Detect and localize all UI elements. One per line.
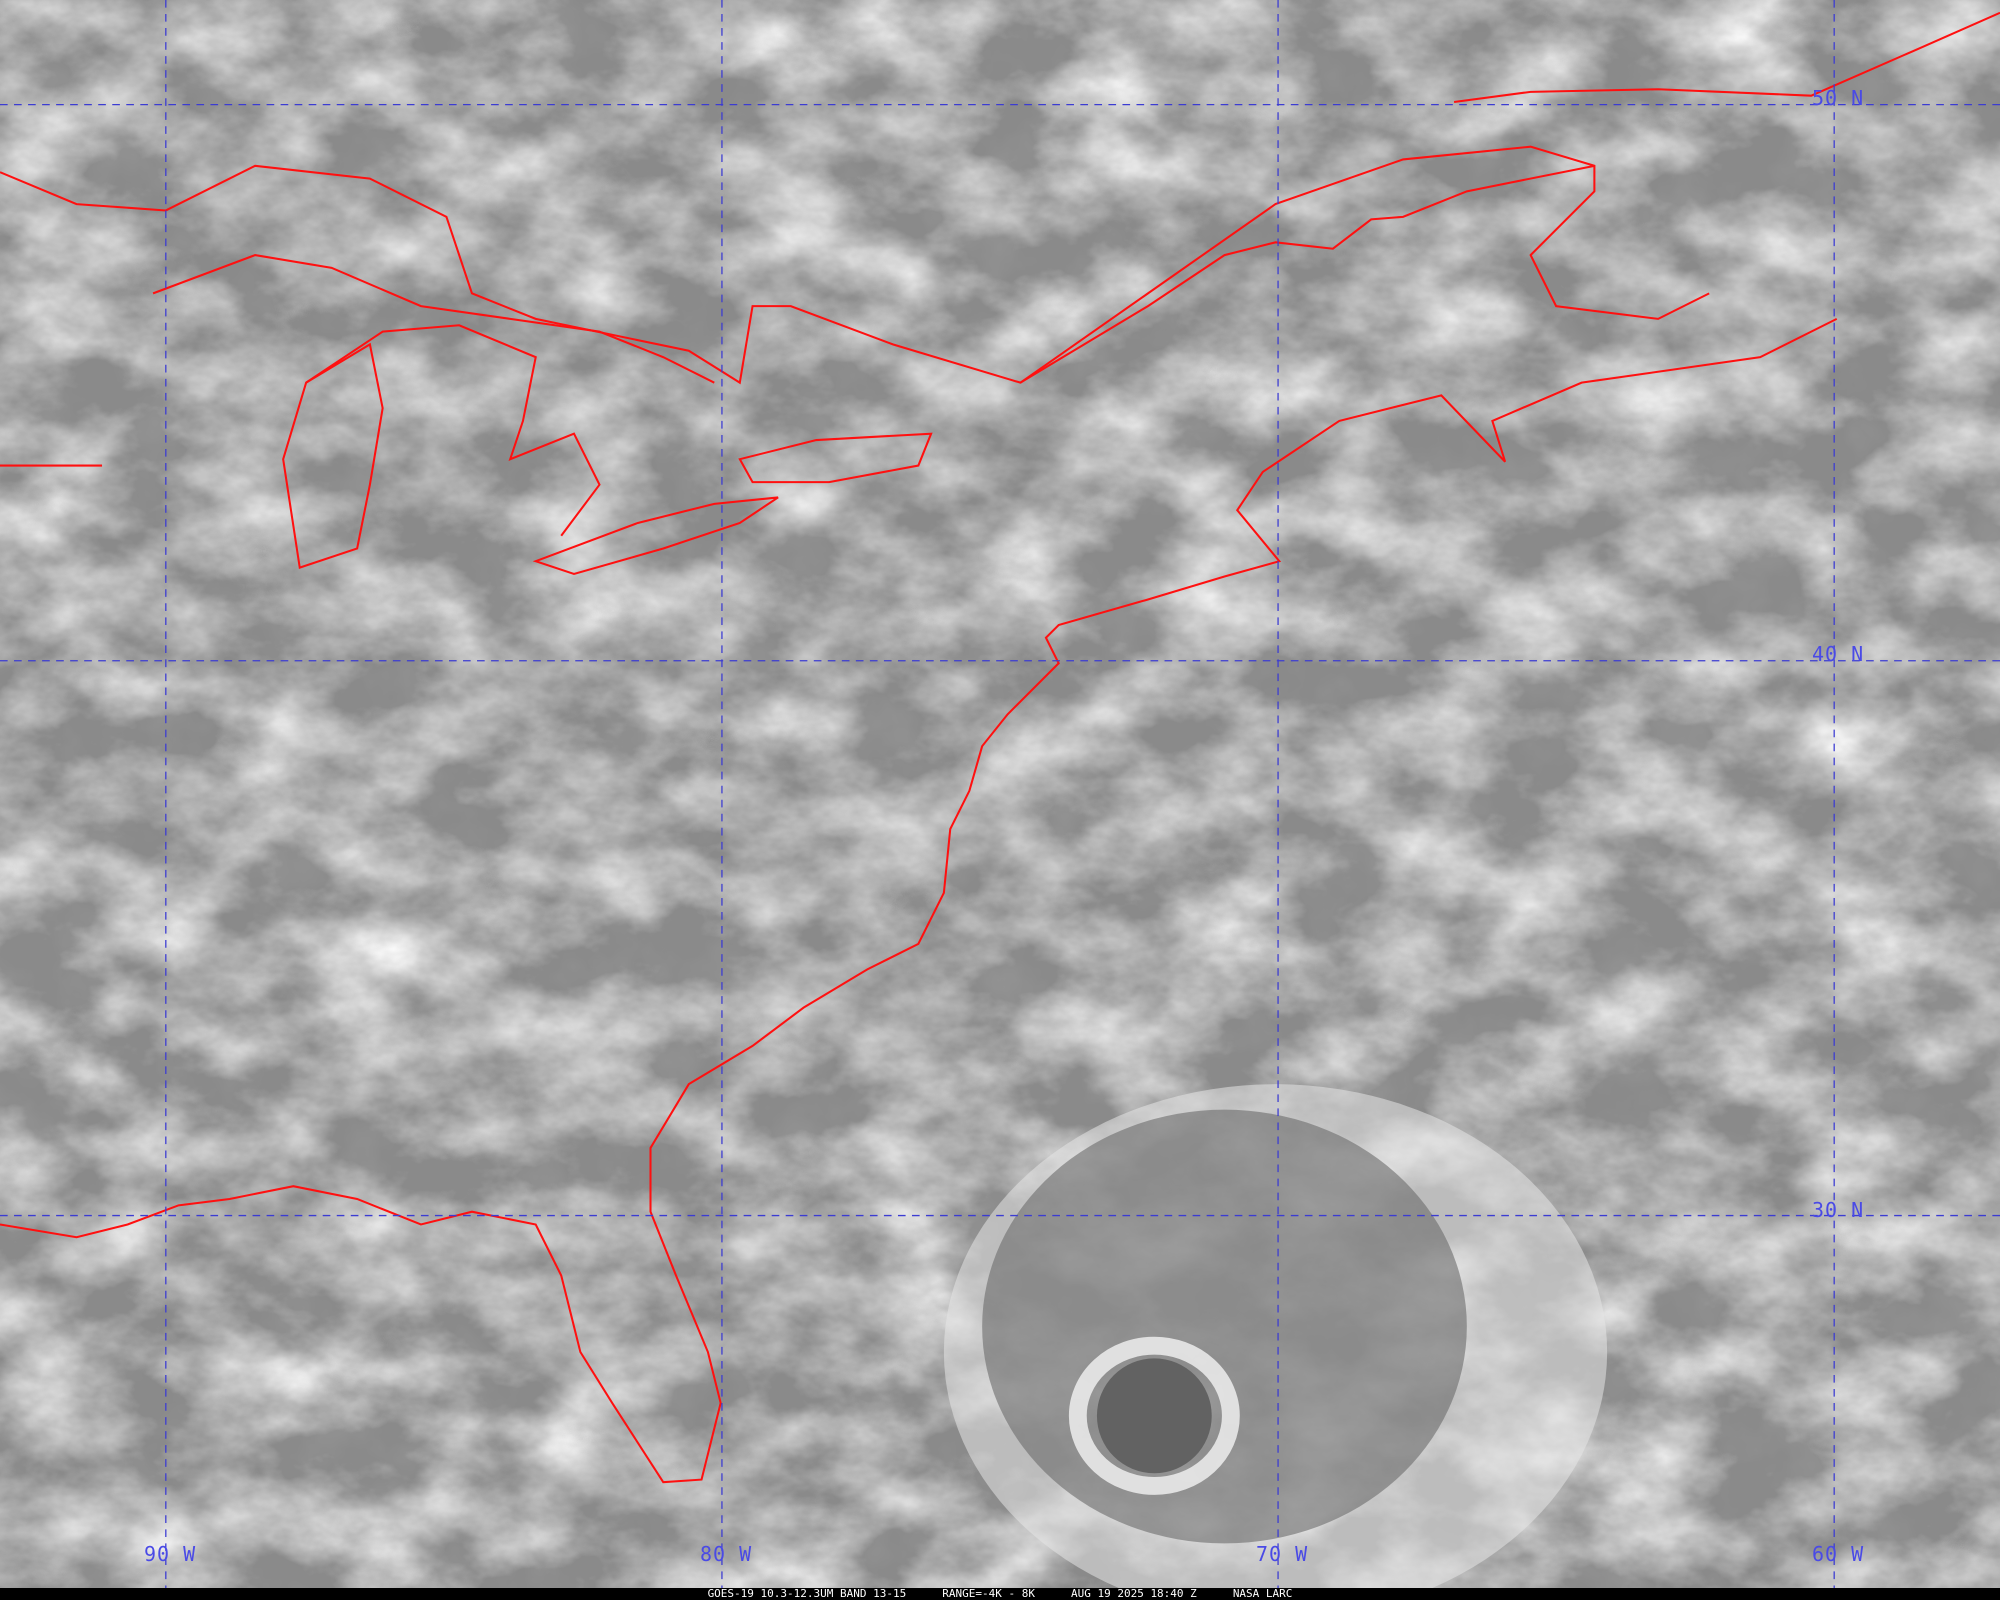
lon-label-80w: 80 W [700,1542,753,1566]
lon-label-90w: 90 W [144,1542,197,1566]
canada-border [0,164,1595,385]
st-lawrence-coast [1019,145,1710,384]
lake-huron-superior [152,254,715,537]
lon-label-60w: 60 W [1812,1542,1865,1566]
coastlines-and-borders [0,11,2000,1484]
east-coastline [0,317,1838,1484]
caption-source: NASA LARC [1232,1587,1293,1600]
lat-label-40n: 40 N [1812,642,1865,666]
lat-label-50n: 50 N [1812,86,1865,110]
lat-label-30n: 30 N [1812,1198,1865,1222]
lon-label-70w: 70 W [1256,1542,1309,1566]
hurricane-system [943,1084,1608,1588]
caption-product: GOES-19 10.3-12.3UM BAND 13-15 [707,1587,907,1600]
image-caption-bar: GOES-19 10.3-12.3UM BAND 13-15 RANGE=-4K … [0,1588,2000,1600]
lake-erie-ontario [532,432,933,576]
lake-michigan [282,342,384,569]
labrador-coast [1453,11,2000,104]
caption-range: RANGE=-4K - 8K [942,1587,1035,1600]
caption-datetime: AUG 19 2025 18:40 Z [1070,1587,1197,1600]
